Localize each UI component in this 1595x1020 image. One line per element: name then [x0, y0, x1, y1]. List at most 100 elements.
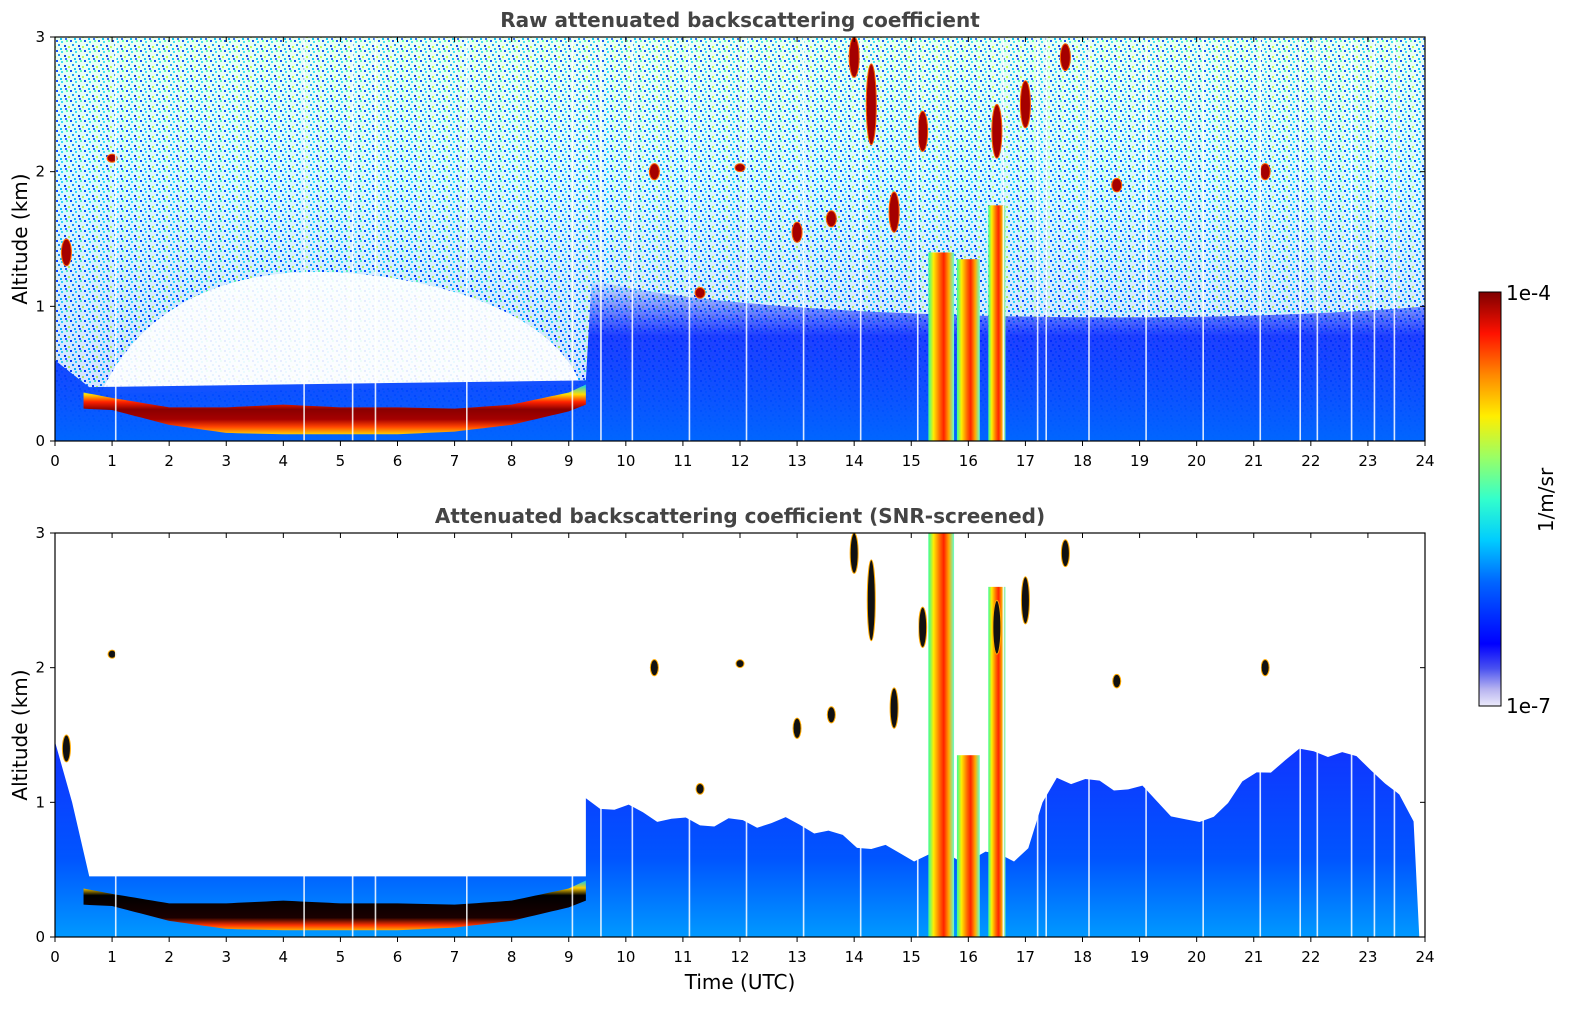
cloud-patch: [792, 717, 802, 739]
gap-line: [1350, 533, 1353, 937]
x-tick-label: 4: [279, 948, 289, 966]
x-tick-label: 23: [1358, 948, 1377, 966]
colorbar-label: 1/m/sr: [1534, 467, 1558, 532]
cloud-patch: [60, 238, 72, 267]
precipitation-columns: [928, 205, 1006, 441]
axis-ticks: 0 1 2 3 4 5 6 7 8 9 10 11 12 13 14 15 16 17 18 19 20 21 22 23 24…: [35, 28, 1434, 470]
x-tick-label: 22: [1301, 452, 1320, 470]
gap-line: [688, 37, 691, 441]
gap-line: [1316, 37, 1319, 441]
x-tick-label: 9: [564, 948, 574, 966]
x-tick-label: 9: [564, 452, 574, 470]
cloud-patch: [848, 37, 860, 78]
gap-line: [351, 533, 354, 937]
gap-line: [600, 37, 602, 441]
boundary-layer-band: [83, 384, 586, 435]
gap-line: [1299, 37, 1302, 441]
gap-line: [466, 37, 468, 441]
gap-line: [688, 533, 691, 937]
gap-line: [1036, 37, 1039, 441]
precip-column: [956, 259, 980, 441]
gap-line: [374, 37, 377, 441]
precip-column: [928, 533, 955, 937]
x-tick-label: 19: [1130, 948, 1149, 966]
gap-line: [571, 37, 574, 441]
gap-line: [916, 533, 919, 937]
axis-ticks: 0 1 2 3 4 5 6 7 8 9 10 11 12 13 14 15 16 17 18 19 20 21 22 23 24…: [35, 524, 1434, 966]
gap-line: [802, 533, 805, 937]
precip-column: [956, 755, 980, 937]
x-tick-label: 15: [902, 452, 921, 470]
cloud-patch: [865, 63, 877, 146]
y-axis-label: Altitude (km): [8, 669, 32, 800]
x-tick-label: 18: [1073, 948, 1092, 966]
chart-title: Attenuated backscattering coefficient (S…: [435, 504, 1045, 528]
gap-line: [351, 37, 354, 441]
cloud-patch: [61, 734, 71, 763]
boundary-layer-band: [83, 880, 586, 931]
x-tick-label: 4: [279, 452, 289, 470]
cloud-patch: [694, 286, 706, 299]
gap-line: [303, 37, 305, 441]
colorbar-max-label: 1e-4: [1506, 281, 1551, 305]
x-tick-label: 3: [221, 948, 231, 966]
cloud-patch: [917, 110, 929, 152]
gap-line: [114, 533, 117, 937]
x-tick-label: 20: [1187, 452, 1206, 470]
gap-line: [303, 533, 305, 937]
cloud-patch: [849, 533, 859, 574]
x-tick-label: 0: [50, 948, 60, 966]
gap-line: [1373, 533, 1376, 937]
cloud-patch: [734, 163, 746, 173]
x-tick-label: 12: [730, 948, 749, 966]
y-tick-label: 1: [35, 793, 45, 811]
cloud-patch: [1111, 177, 1123, 193]
x-tick-label: 19: [1130, 452, 1149, 470]
x-tick-label: 24: [1415, 948, 1434, 966]
heatmap-screened: [55, 533, 1425, 937]
gap-line: [1036, 533, 1039, 937]
cloud-patch: [107, 649, 117, 659]
cloud-patch: [648, 163, 660, 181]
gap-line: [859, 533, 862, 937]
precipitation-columns: [928, 533, 1006, 937]
data-gaps: [114, 533, 1396, 937]
x-tick-label: 6: [393, 948, 403, 966]
cloud-patch: [106, 153, 118, 163]
gap-line: [1202, 37, 1204, 441]
gap-line: [1145, 533, 1147, 937]
x-tick-label: 13: [788, 452, 807, 470]
snr-screened-panel: Attenuated backscattering coefficient (S…: [8, 504, 1435, 994]
x-tick-label: 14: [845, 452, 864, 470]
gap-line: [1002, 533, 1005, 937]
gap-line: [1088, 37, 1090, 441]
x-tick-label: 16: [959, 948, 978, 966]
gap-line: [1299, 533, 1302, 937]
cloud-patch: [1259, 163, 1271, 181]
heatmap-raw: [55, 37, 1425, 441]
gap-line: [631, 533, 634, 937]
cloud-patch: [1060, 539, 1070, 568]
cloud-patch: [1059, 43, 1071, 72]
x-tick-label: 23: [1358, 452, 1377, 470]
cloud-patch: [918, 606, 928, 648]
gap-line: [1202, 533, 1204, 937]
cloud-patch: [888, 191, 900, 233]
aerosol-layer: [55, 741, 1420, 937]
x-tick-label: 7: [450, 452, 460, 470]
cloud-patch: [991, 103, 1003, 159]
x-tick-label: 15: [902, 948, 921, 966]
x-tick-label: 18: [1073, 452, 1092, 470]
chart-title: Raw attenuated backscattering coefficien…: [500, 8, 980, 32]
x-tick-label: 8: [507, 452, 517, 470]
raw-backscatter-panel: Raw attenuated backscattering coefficien…: [8, 8, 1435, 470]
gap-line: [1259, 37, 1262, 441]
x-tick-label: 0: [50, 452, 60, 470]
gap-line: [466, 533, 468, 937]
y-tick-label: 3: [35, 28, 45, 46]
gap-line: [802, 37, 805, 441]
y-tick-label: 2: [35, 659, 45, 677]
y-tick-label: 2: [35, 163, 45, 181]
gap-line: [1259, 533, 1262, 937]
